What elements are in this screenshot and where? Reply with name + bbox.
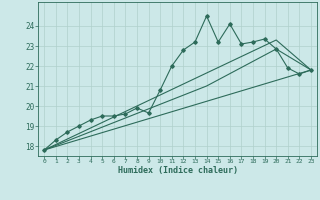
X-axis label: Humidex (Indice chaleur): Humidex (Indice chaleur) xyxy=(118,166,238,175)
